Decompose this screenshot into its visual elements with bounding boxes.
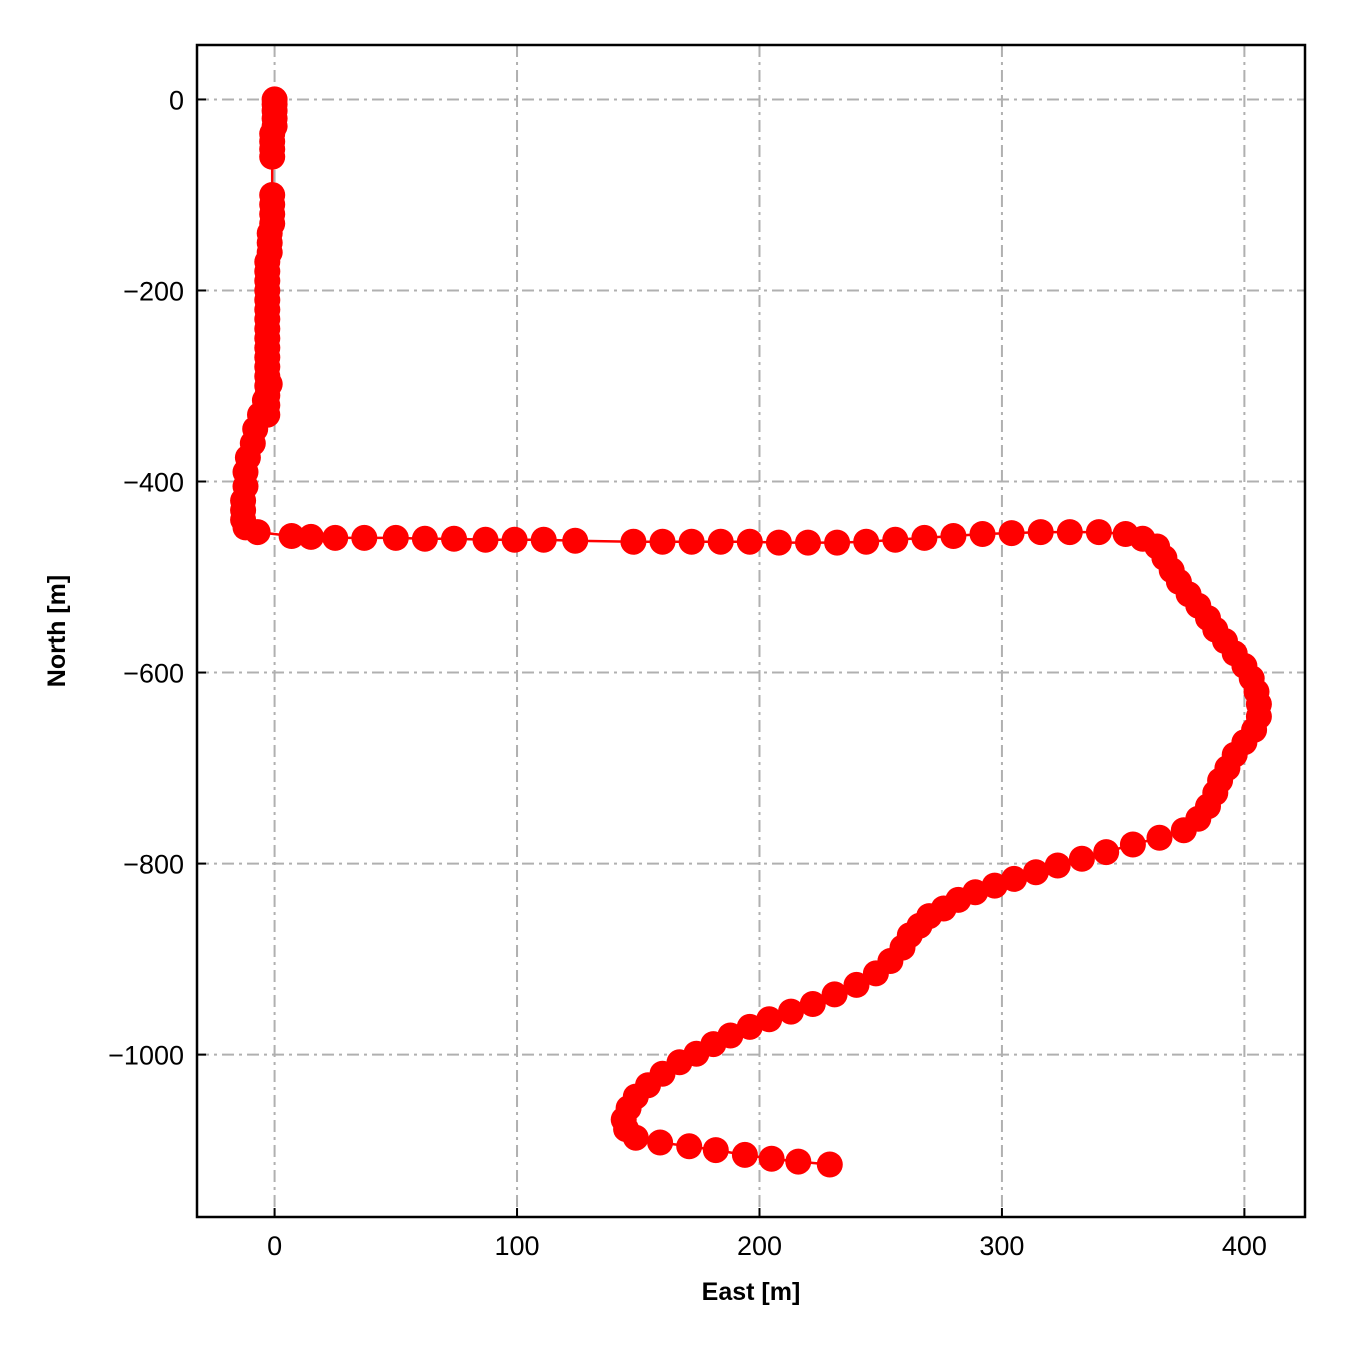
x-tick-label: 300 xyxy=(979,1231,1024,1261)
trajectory-point xyxy=(736,528,763,555)
trajectory-point xyxy=(244,519,271,546)
trajectory-point xyxy=(778,998,804,1025)
trajectory-point xyxy=(1056,519,1083,546)
trajectory-point xyxy=(758,1145,785,1172)
trajectory-line xyxy=(241,99,1261,1166)
trajectory-point xyxy=(530,526,557,553)
trajectory-point xyxy=(678,528,705,555)
trajectory-point xyxy=(1027,519,1054,546)
trajectory-point xyxy=(1146,824,1173,851)
trajectory-point xyxy=(676,1133,703,1160)
trajectory-point xyxy=(501,526,528,553)
grid xyxy=(197,45,1305,1217)
trajectory-point xyxy=(821,981,848,1008)
trajectory-point xyxy=(843,971,870,998)
x-tick-label: 400 xyxy=(1222,1231,1267,1261)
y-tick-label: −800 xyxy=(123,850,184,880)
trajectory-point xyxy=(1022,859,1049,886)
trajectory-point xyxy=(351,524,378,551)
trajectory-point xyxy=(1044,852,1071,879)
trajectory-point xyxy=(622,1124,649,1151)
trajectory-point xyxy=(731,1141,758,1168)
axis-ticks: 0 100 200 300 400 0 −200 −400 −600 −800 −1000 xyxy=(108,85,1267,1261)
trajectory-point xyxy=(278,523,305,549)
trajectory-point xyxy=(1068,845,1095,872)
trajectory-point xyxy=(816,1151,843,1178)
trajectory-series xyxy=(230,86,1272,1178)
x-tick-label: 0 xyxy=(267,1231,282,1261)
trajectory-point xyxy=(298,523,324,550)
trajectory-point xyxy=(562,527,589,554)
trajectory-point xyxy=(620,528,647,555)
trajectory-point xyxy=(785,1148,812,1175)
trajectory-point xyxy=(472,526,499,553)
trajectory-point xyxy=(882,526,909,553)
trajectory-point xyxy=(824,529,851,556)
trajectory-point xyxy=(799,991,826,1017)
trajectory-point xyxy=(382,524,409,551)
trajectory-point xyxy=(649,528,676,555)
trajectory-point xyxy=(940,523,967,549)
trajectory-point xyxy=(1093,839,1120,866)
trajectory-point xyxy=(795,529,821,556)
trajectory-point xyxy=(1085,519,1112,546)
y-tick-label: −1000 xyxy=(108,1041,184,1071)
y-tick-label: −200 xyxy=(123,276,184,306)
x-tick-label: 100 xyxy=(495,1231,540,1261)
trajectory-point xyxy=(1170,817,1197,844)
trajectory-point xyxy=(259,143,286,170)
trajectory-point xyxy=(702,1137,729,1164)
trajectory-point xyxy=(736,1013,763,1040)
x-tick-label: 200 xyxy=(737,1231,782,1261)
trajectory-point xyxy=(911,524,938,551)
y-tick-label: −600 xyxy=(123,659,184,689)
trajectory-point xyxy=(707,528,734,555)
trajectory-point xyxy=(411,525,438,552)
trajectory-point xyxy=(853,528,880,555)
trajectory-point xyxy=(647,1129,674,1156)
plot-frame xyxy=(195,43,1307,1219)
trajectory-point xyxy=(765,529,792,556)
trajectory-point xyxy=(998,520,1025,547)
y-tick-label: 0 xyxy=(169,85,184,115)
y-tick-label: −400 xyxy=(123,468,184,498)
trajectory-point xyxy=(862,960,889,987)
trajectory-point xyxy=(441,525,467,552)
trajectory-point xyxy=(969,521,996,547)
x-axis-label: East [m] xyxy=(702,1278,801,1306)
trajectory-point xyxy=(322,524,349,551)
trajectory-point xyxy=(1119,831,1146,858)
y-axis-label: North [m] xyxy=(43,575,71,687)
